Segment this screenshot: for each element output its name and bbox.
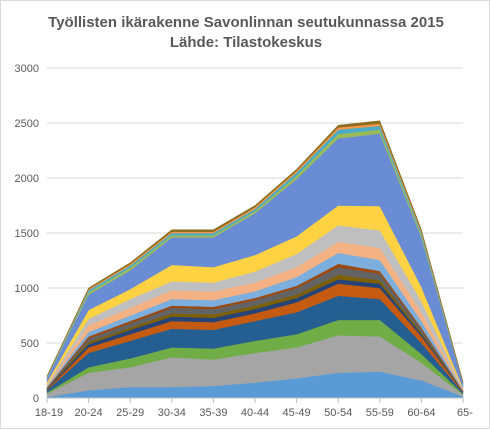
x-axis: 18-19 20-24 25-29 30-34 35-39 40-44 45-49 50-54… [35, 397, 473, 419]
y-tick-label: 3000 [15, 63, 39, 75]
x-tick-label: 35-39 [199, 407, 227, 419]
x-tick-label: 60-64 [407, 407, 435, 419]
x-tick-label: 50-54 [324, 407, 352, 419]
chart-title: Työllisten ikärakenne Savonlinnan seutuk… [48, 14, 444, 31]
x-tick-label: 30-34 [158, 407, 186, 419]
x-tick-label: 40-44 [241, 407, 269, 419]
y-axis: 0 500 1000 1500 2000 2500 3000 [15, 63, 39, 405]
y-tick-label: 1500 [15, 228, 39, 240]
y-tick-label: 0 [33, 393, 39, 405]
area-series-18 [46, 120, 464, 383]
x-tick-label: 65- [457, 407, 473, 419]
chart-subtitle: Lähde: Tilastokeskus [169, 34, 323, 51]
y-tick-label: 2500 [15, 118, 39, 130]
x-tick-label: 45-49 [283, 407, 311, 419]
y-tick-label: 500 [21, 338, 39, 350]
y-tick-label: 1000 [15, 283, 39, 295]
y-tick-label: 2000 [15, 173, 39, 185]
stacked-areas [46, 120, 464, 399]
x-tick-label: 18-19 [35, 407, 63, 419]
x-tick-label: 55-59 [366, 407, 394, 419]
x-tick-label: 25-29 [116, 407, 144, 419]
x-tick-label: 20-24 [75, 407, 103, 419]
